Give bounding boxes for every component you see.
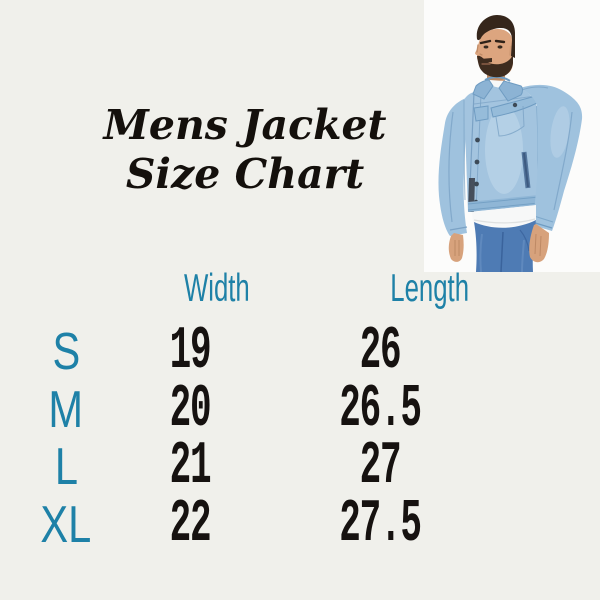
table-row-s: S 19 26: [0, 318, 512, 386]
jacket-collar: [472, 76, 523, 102]
model-head: [475, 15, 515, 78]
size-label-xl: XL: [40, 495, 92, 554]
table-row-xl: XL 22 27.5: [0, 490, 512, 559]
page-title-line2: Size Chart: [125, 150, 365, 198]
header-length-cell: Length: [248, 268, 512, 310]
page-title-line1: Mens Jacket: [103, 101, 387, 149]
header-width-cell: Width: [132, 267, 250, 310]
model-eyebrows: [479, 39, 506, 45]
length-value-s: 26: [359, 318, 402, 386]
model-eye-right: [497, 45, 503, 49]
jacket-side-pocket: [521, 151, 531, 189]
width-value-l: 21: [169, 433, 212, 501]
model-hair: [476, 15, 515, 58]
size-label-m: M: [48, 380, 84, 439]
length-value-m: 26.5: [339, 375, 422, 444]
header-length-label: Length: [390, 267, 470, 310]
page-title: Mens Jacket Size Chart: [0, 101, 490, 199]
tee-hem: [472, 205, 536, 227]
table-body: S 19 26 M 20 26.5 L 21 27 XL 22 27.5: [0, 318, 512, 559]
model-beard: [477, 54, 513, 78]
width-value-xl: 22: [169, 490, 212, 559]
length-value-l: 27: [359, 433, 402, 501]
jacket-waistband: [467, 195, 540, 212]
jacket-model-photo: [424, 0, 600, 272]
table-header-row: Width Length: [0, 268, 512, 310]
header-spacer: [0, 268, 132, 310]
model-eye-left: [483, 45, 489, 49]
table-row-l: L 21 27: [0, 433, 512, 501]
model-hands: [448, 224, 549, 263]
jacket-left-sleeve: [438, 98, 467, 236]
jeans: [474, 220, 536, 272]
table-row-m: M 20 26.5: [0, 375, 512, 444]
size-label-l: L: [54, 438, 78, 496]
denim-jacket-model-illustration: [424, 0, 600, 272]
length-value-xl: 27.5: [339, 490, 422, 559]
size-label-s: S: [52, 323, 80, 381]
header-width-label: Width: [184, 267, 250, 310]
jacket-right-sleeve: [520, 84, 583, 231]
width-value-s: 19: [169, 318, 212, 386]
width-value-m: 20: [169, 375, 212, 444]
